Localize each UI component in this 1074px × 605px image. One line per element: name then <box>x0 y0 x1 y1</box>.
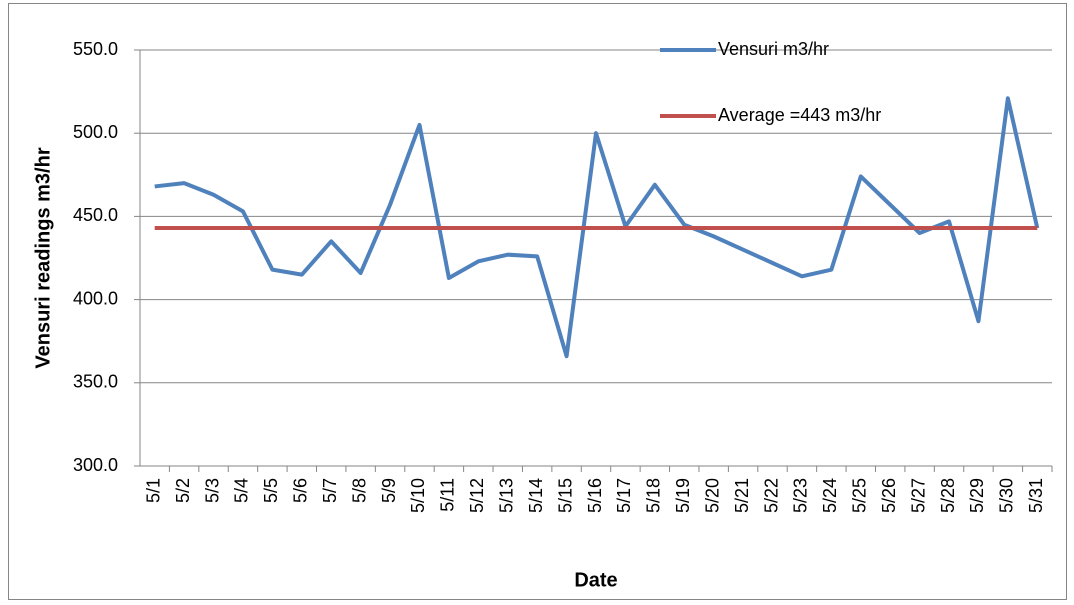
x-tick-label: 5/22 <box>761 478 781 513</box>
x-tick-label: 5/23 <box>791 478 811 513</box>
x-tick-label: 5/14 <box>526 478 546 513</box>
x-tick-label: 5/3 <box>202 478 222 503</box>
x-tick-label: 5/8 <box>349 478 369 503</box>
legend-label: Vensuri m3/hr <box>718 39 829 59</box>
x-tick-label: 5/2 <box>173 478 193 503</box>
x-tick-label: 5/9 <box>379 478 399 503</box>
x-tick-label: 5/24 <box>820 478 840 513</box>
y-tick-label: 450.0 <box>73 205 118 225</box>
x-tick-label: 5/16 <box>585 478 605 513</box>
x-tick-label: 5/25 <box>850 478 870 513</box>
legend-label: Average =443 m3/hr <box>718 105 881 125</box>
y-tick-label: 350.0 <box>73 372 118 392</box>
x-tick-label: 5/13 <box>496 478 516 513</box>
y-tick-label: 550.0 <box>73 39 118 59</box>
x-tick-label: 5/27 <box>908 478 928 513</box>
x-tick-label: 5/19 <box>673 478 693 513</box>
chart-border <box>8 3 1067 600</box>
x-tick-label: 5/4 <box>232 478 252 503</box>
x-tick-label: 5/20 <box>702 478 722 513</box>
x-tick-label: 5/10 <box>408 478 428 513</box>
x-tick-label: 5/26 <box>879 478 899 513</box>
y-tick-label: 300.0 <box>73 455 118 475</box>
y-axis-label: Vensuri readings m3/hr <box>32 147 54 368</box>
x-tick-label: 5/6 <box>291 478 311 503</box>
x-tick-label: 5/12 <box>467 478 487 513</box>
y-tick-label: 500.0 <box>73 122 118 142</box>
x-tick-label: 5/1 <box>143 478 163 503</box>
x-tick-label: 5/17 <box>614 478 634 513</box>
series-line <box>154 96 1040 359</box>
x-tick-label: 5/29 <box>967 478 987 513</box>
x-tick-label: 5/21 <box>732 478 752 513</box>
x-tick-label: 5/28 <box>938 478 958 513</box>
x-tick-label: 5/7 <box>320 478 340 503</box>
x-tick-label: 5/30 <box>997 478 1017 513</box>
y-tick-label: 400.0 <box>73 288 118 308</box>
x-tick-label: 5/31 <box>1026 478 1046 513</box>
x-axis-label: Date <box>574 569 617 591</box>
x-tick-label: 5/15 <box>555 478 575 513</box>
x-tick-label: 5/11 <box>438 478 458 512</box>
x-tick-label: 5/5 <box>261 478 281 503</box>
x-tick-label: 5/18 <box>644 478 664 513</box>
